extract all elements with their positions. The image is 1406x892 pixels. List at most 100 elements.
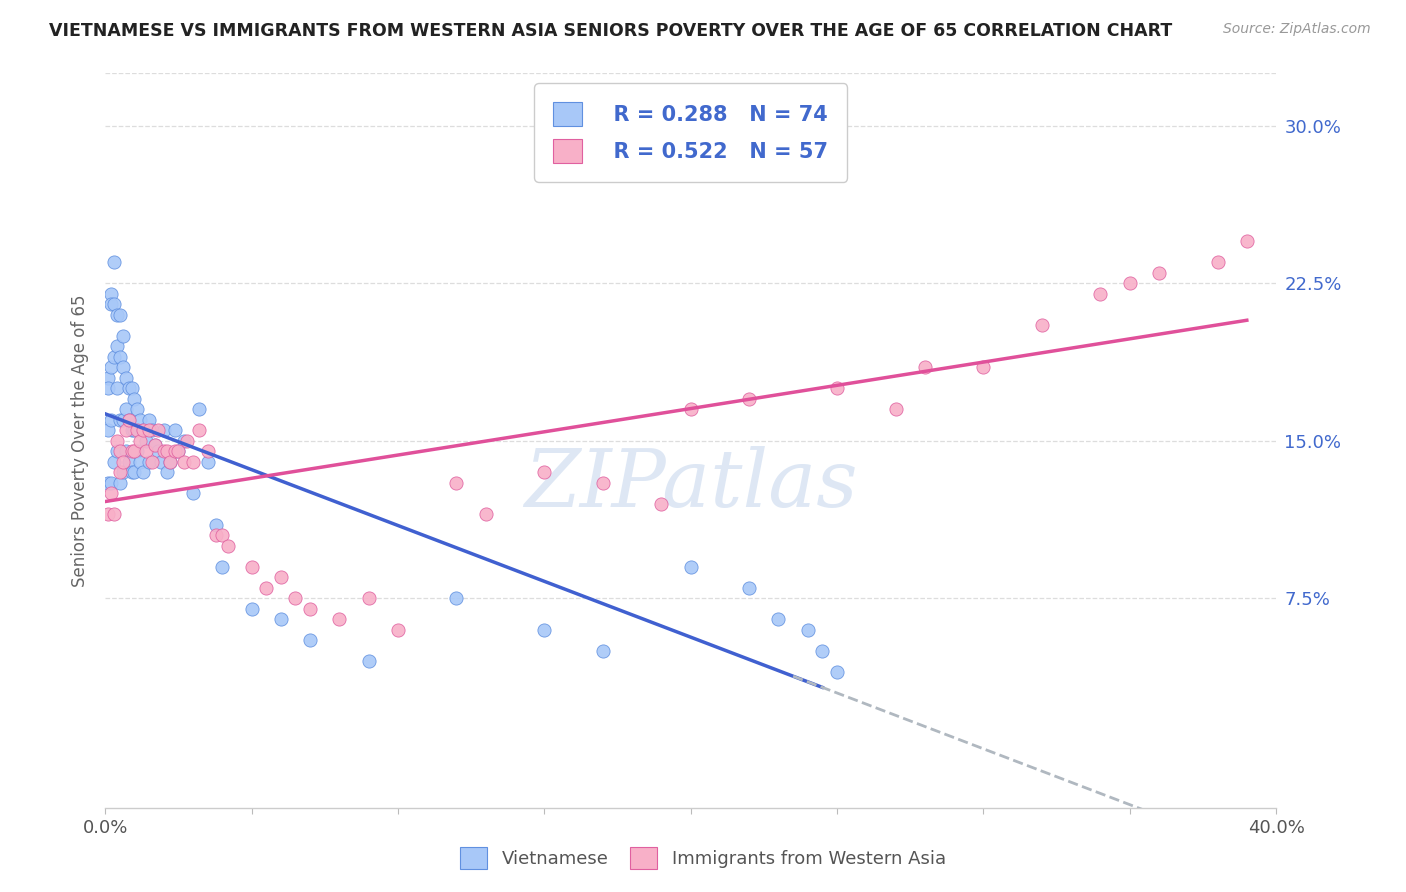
Point [533,623,555,637]
Point [97,423,120,437]
Point [156,465,179,479]
Point [103,455,125,469]
Point [124,423,146,437]
Point [143,438,166,452]
Point [159,455,181,469]
Point [650,497,672,511]
Point [105,308,128,322]
Point [135,434,157,448]
Point [108,413,131,427]
Point [187,402,209,417]
Point [105,339,128,353]
Point [533,465,555,479]
Point [117,381,139,395]
Point [146,444,169,458]
Point [114,402,136,417]
Point [205,517,228,532]
Point [124,444,146,458]
Point [100,486,122,500]
Point [127,423,149,437]
Point [100,297,122,311]
Point [129,413,152,427]
Point [108,465,131,479]
Point [205,528,228,542]
Point [97,381,120,395]
Point [132,423,155,437]
Text: VIETNAMESE VS IMMIGRANTS FROM WESTERN ASIA SENIORS POVERTY OVER THE AGE OF 65 CO: VIETNAMESE VS IMMIGRANTS FROM WESTERN AS… [49,22,1173,40]
Point [111,328,134,343]
Point [1031,318,1053,333]
Point [121,444,143,458]
Point [100,286,122,301]
Point [108,444,131,458]
Point [446,475,468,490]
Point [357,591,380,606]
Point [387,623,409,637]
Point [167,444,190,458]
Legend: Vietnamese, Immigrants from Western Asia: Vietnamese, Immigrants from Western Asia [451,838,955,878]
Point [111,413,134,427]
Point [111,360,134,375]
Point [105,434,128,448]
Point [972,360,994,375]
Point [181,455,204,469]
Point [357,654,380,668]
Point [446,591,468,606]
Point [328,612,350,626]
Point [211,559,233,574]
Point [197,455,219,469]
Point [167,444,190,458]
Point [132,465,155,479]
Point [1147,266,1170,280]
Point [138,455,160,469]
Point [270,570,292,584]
Point [884,402,907,417]
Point [103,350,125,364]
Point [217,539,239,553]
Point [173,434,195,448]
Point [1206,255,1229,269]
Point [152,423,174,437]
Point [679,559,702,574]
Point [124,465,146,479]
Point [796,623,818,637]
Point [103,508,125,522]
Point [165,423,187,437]
Text: ZIPatlas: ZIPatlas [524,446,858,524]
Point [211,528,233,542]
Point [149,455,172,469]
Point [114,423,136,437]
Point [114,444,136,458]
Point [240,559,263,574]
Point [284,591,307,606]
Point [254,581,277,595]
Point [181,486,204,500]
Point [679,402,702,417]
Point [108,308,131,322]
Point [138,413,160,427]
Point [914,360,936,375]
Point [127,444,149,458]
Point [124,392,146,406]
Point [141,423,163,437]
Point [108,350,131,364]
Text: Source: ZipAtlas.com: Source: ZipAtlas.com [1223,22,1371,37]
Point [117,455,139,469]
Point [811,644,834,658]
Point [165,444,187,458]
Point [240,602,263,616]
Point [187,423,209,437]
Point [592,644,614,658]
Point [135,444,157,458]
Point [132,423,155,437]
Point [1119,276,1142,290]
Point [825,665,848,679]
Point [474,508,496,522]
Point [738,581,761,595]
Point [100,413,122,427]
Point [97,370,120,384]
Point [159,455,181,469]
Point [97,475,120,490]
Point [111,455,134,469]
Point [197,444,219,458]
